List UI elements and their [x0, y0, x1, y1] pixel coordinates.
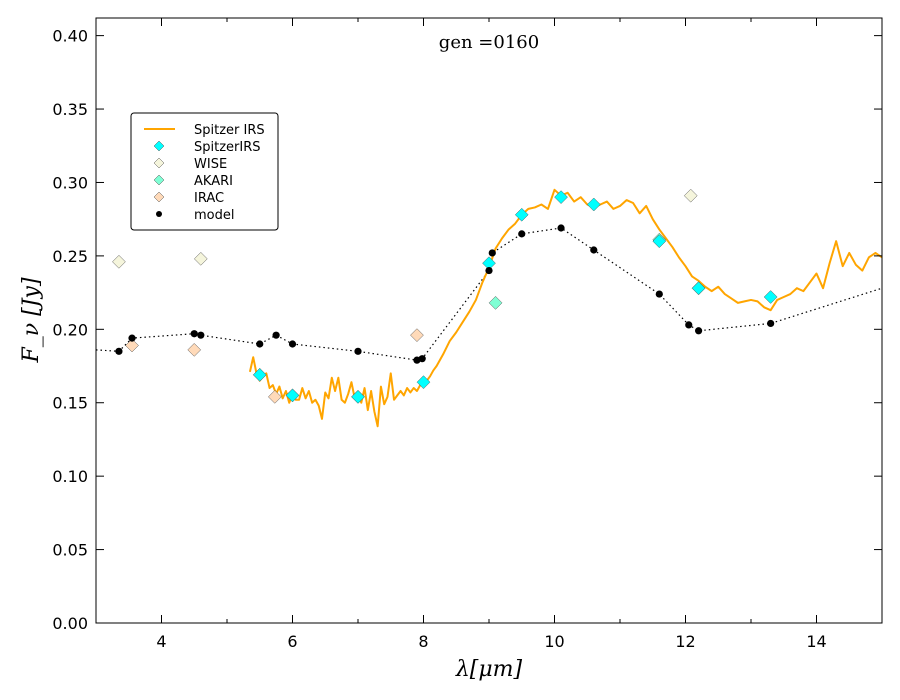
spitzerirs-point [416, 375, 431, 390]
y-tick-label: 0.15 [52, 394, 88, 413]
x-tick-label: 10 [544, 632, 564, 651]
spitzerirs-point [514, 207, 529, 222]
legend-frame [130, 112, 279, 231]
model-point [418, 355, 426, 363]
y-tick-label: 0.00 [52, 614, 88, 633]
model-point [685, 321, 693, 329]
legend-label-spitzer-irs: Spitzer IRS [194, 123, 265, 138]
x-tick-label: 6 [287, 632, 297, 651]
chart-title: gen =0160 [439, 32, 539, 53]
model-point [485, 266, 493, 275]
legend-label-irac: IRAC [194, 191, 224, 206]
axes-layer: 4 6 8 10 12 14 0.00 0.05 0.10 0.15 0.20 0.25 0.30 0.3… [52, 17, 883, 651]
model-point [695, 327, 703, 335]
legend-marker-spitzerirs [153, 140, 165, 152]
x-tick-label: 8 [418, 632, 428, 651]
model-point [197, 331, 205, 339]
model-point [354, 347, 362, 355]
y-tick-label: 0.40 [52, 27, 88, 46]
model-point [488, 249, 496, 257]
y-tick-label: 0.30 [52, 173, 88, 192]
spitzerirs-point [554, 190, 568, 205]
model-point [655, 290, 663, 298]
spitzerirs-point [586, 197, 601, 212]
spitzerirs-point [351, 390, 365, 404]
spitzerirs-point [763, 290, 778, 304]
x-tick-label: 12 [675, 632, 695, 651]
legend-marker-akari [153, 174, 165, 186]
legend-marker-irac [153, 191, 165, 203]
y-tick-label: 0.25 [52, 247, 88, 266]
y-tick-label: 0.05 [52, 541, 88, 560]
plot-background [96, 18, 882, 623]
legend-label-akari: AKARI [194, 174, 233, 189]
model-point [128, 334, 136, 342]
legend: Spitzer IRS SpitzerIRS WISE AKARI IRAC model [130, 112, 279, 231]
model-point [518, 230, 526, 238]
y-tick-label: 0.20 [52, 320, 88, 339]
series-layer [96, 188, 882, 428]
model-point [115, 347, 123, 355]
y-tick-label: 0.35 [52, 100, 88, 119]
legend-marker-wise [153, 157, 165, 169]
model-point [288, 340, 297, 348]
irac-point [410, 328, 424, 343]
y-axis-title: F_ν [Jy] [19, 277, 44, 363]
wise-point [193, 251, 208, 266]
model-point [590, 246, 598, 254]
model-point [256, 340, 264, 348]
akari-point [488, 296, 503, 310]
spitzerirs-point [285, 388, 300, 403]
legend-label-spitzerirs: SpitzerIRS [194, 140, 261, 155]
model-point [557, 224, 565, 232]
x-tick-label: 4 [156, 632, 166, 651]
legend-label-wise: WISE [194, 157, 227, 172]
irac-point [125, 338, 139, 353]
model-point [767, 319, 775, 328]
legend-marker-model [156, 211, 162, 217]
wise-point [683, 188, 698, 203]
spitzerirs-point [252, 367, 267, 382]
x-axis-title: λ[μm] [455, 657, 523, 682]
wise-point [112, 254, 126, 269]
model-point [190, 330, 198, 338]
spitzer-irs-line [248, 188, 882, 428]
legend-label-model: model [194, 208, 234, 223]
x-tick-label: 14 [806, 632, 826, 651]
model-point [272, 331, 280, 339]
spitzerirs-point [691, 281, 706, 296]
series-clip-group [96, 188, 882, 428]
spitzerirs-point [652, 234, 667, 249]
irac-point [187, 343, 202, 357]
irac-point [267, 390, 282, 404]
plot-area [96, 18, 882, 623]
y-tick-label: 0.10 [52, 467, 88, 486]
